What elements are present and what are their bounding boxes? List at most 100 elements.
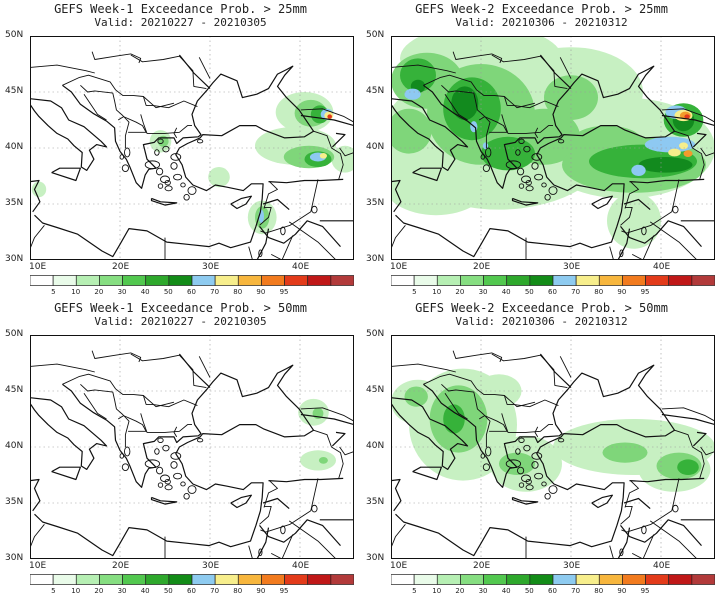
longitude-label: 40E (292, 561, 310, 571)
colorbar-swatch (191, 275, 216, 286)
map-area (30, 36, 354, 260)
colorbar-label: 30 (117, 587, 127, 595)
country-border (260, 179, 319, 234)
country-border (248, 545, 253, 559)
map-area (30, 335, 354, 559)
island (525, 185, 534, 192)
colorbar-swatch (237, 574, 262, 585)
latitude-label: 50N (5, 30, 24, 40)
country-border (452, 350, 503, 363)
colorbar-swatch (645, 574, 670, 585)
island (541, 481, 547, 487)
colorbar-label: 60 (548, 288, 557, 296)
precip-probability-area (327, 114, 333, 119)
country-border (423, 373, 559, 408)
colorbar-label: 50 (163, 587, 173, 595)
country-border (288, 520, 337, 559)
colorbar-label: 30 (478, 587, 488, 595)
coastline (629, 178, 705, 184)
colorbar (391, 275, 715, 286)
colorbar-label: 60 (548, 587, 557, 595)
country-border (559, 57, 572, 79)
latitude-label: 40N (366, 441, 385, 451)
precip-probability-area (404, 88, 421, 100)
colorbar-swatch (191, 574, 216, 585)
country-border (198, 57, 211, 79)
longitude-label: 30E (202, 262, 220, 272)
island (518, 183, 525, 189)
latitude-label: 50N (366, 30, 385, 40)
island (157, 183, 164, 189)
island (531, 162, 539, 170)
island (525, 180, 532, 186)
island (162, 444, 170, 452)
colorbar-swatch (75, 574, 100, 585)
colorbar-swatch (391, 275, 415, 286)
country-border (444, 93, 468, 121)
island (480, 453, 486, 459)
latitude-label: 35N (5, 198, 24, 208)
colorbar-swatch (506, 574, 531, 585)
colorbar-label: 50 (524, 587, 534, 595)
island (523, 444, 531, 452)
colorbar-label: 70 (210, 587, 220, 595)
coastline (178, 353, 211, 389)
island (119, 154, 125, 160)
country-border (609, 545, 614, 559)
colorbar-label: 5 (412, 288, 417, 296)
colorbar-swatch (52, 574, 77, 585)
colorbar-label: 90 (256, 587, 266, 595)
island (523, 145, 531, 153)
colorbar-label: 70 (210, 288, 220, 296)
precip-probability-area (391, 108, 432, 154)
island (525, 484, 534, 491)
country-border (624, 480, 639, 508)
longitude-label: 10E (29, 262, 47, 272)
longitude-label: 30E (563, 262, 581, 272)
map-area (391, 36, 715, 260)
colorbar-label: 20 (94, 288, 104, 296)
coastline (591, 494, 613, 509)
coastline (391, 179, 402, 213)
island (517, 167, 525, 176)
island (534, 472, 544, 480)
country-border (173, 127, 178, 139)
island (157, 437, 164, 443)
latitude-label: 35N (5, 497, 24, 507)
longitude-label: 10E (29, 561, 47, 571)
country-border (674, 429, 705, 479)
precip-probability-area (668, 148, 681, 157)
longitude-label: 20E (112, 262, 130, 272)
island (124, 446, 131, 457)
island (154, 149, 160, 156)
island (170, 153, 182, 161)
island (531, 452, 543, 460)
colorbar-label: 10 (432, 587, 442, 595)
longitude-label: 10E (390, 262, 408, 272)
island (482, 164, 491, 172)
colorbar-swatch (261, 275, 285, 286)
island (157, 138, 164, 144)
country-border (661, 407, 715, 422)
colorbar-label: 30 (117, 288, 127, 296)
precip-probability-area (482, 142, 489, 150)
colorbar-swatch (168, 574, 193, 585)
colorbar (30, 275, 354, 286)
colorbar-swatch (691, 275, 715, 286)
country-border (30, 363, 95, 373)
island (157, 482, 164, 488)
panel-title: GEFS Week-2 Exceedance Prob. > 50mm (415, 301, 668, 315)
coastline (51, 466, 82, 481)
country-border (248, 246, 253, 260)
country-border (491, 353, 568, 389)
country-border (391, 363, 456, 373)
precip-probability-area (318, 457, 328, 464)
island (619, 548, 624, 557)
island (180, 481, 186, 487)
country-border (173, 426, 178, 438)
latitude-label: 30N (5, 553, 24, 563)
coastline (268, 178, 344, 184)
island (541, 182, 547, 188)
precip-probability-area (499, 452, 535, 475)
longitude-label: 40E (653, 262, 671, 272)
